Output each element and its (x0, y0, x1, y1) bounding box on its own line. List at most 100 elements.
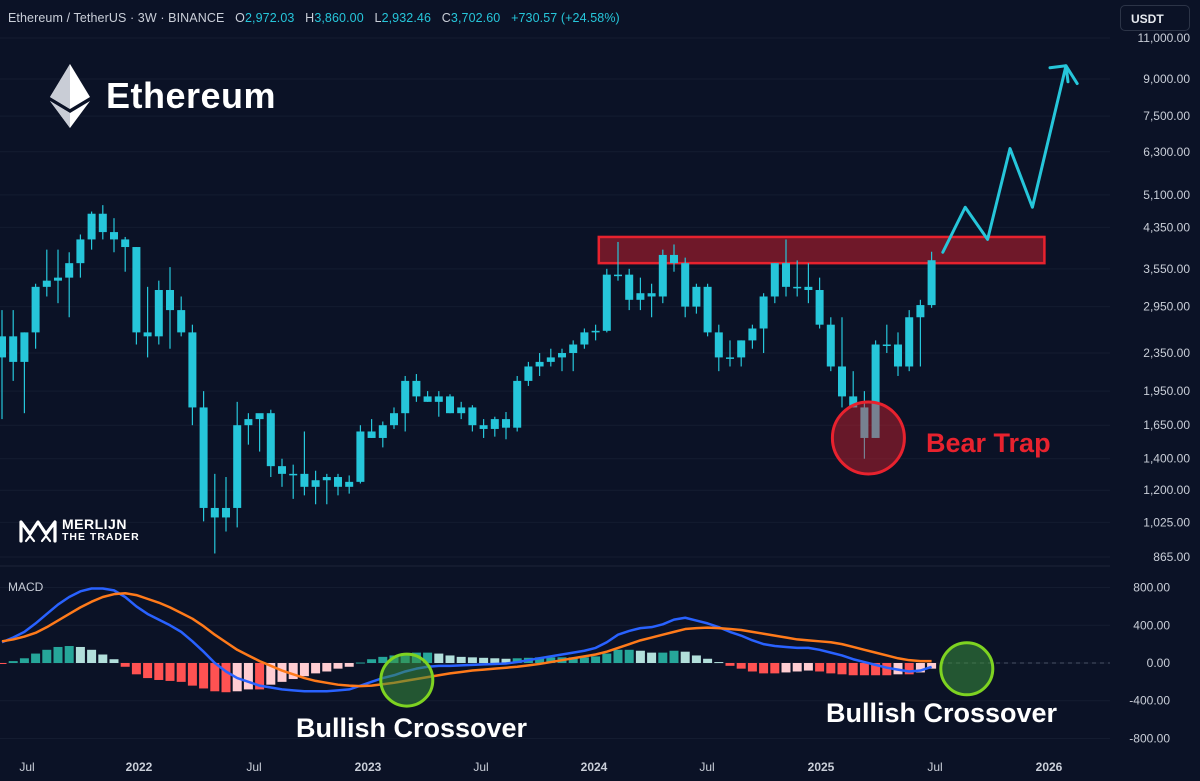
projection-path (941, 64, 1079, 254)
candle-body (166, 290, 174, 311)
macd-lines (1, 587, 932, 693)
candle-body (210, 507, 219, 518)
time-tick-label: Jul (246, 760, 261, 774)
macd-histogram-bar (355, 662, 365, 664)
macd-histogram-bar (882, 663, 892, 676)
candle-body (255, 413, 264, 420)
candle-body (804, 286, 813, 291)
time-tick-label: Jul (927, 760, 942, 774)
candle-body (390, 413, 398, 426)
macd-histogram-bar (311, 663, 321, 674)
macd-histogram-bar (378, 656, 388, 663)
candle-body (311, 480, 320, 487)
time-tick-label: Jul (19, 760, 34, 774)
candle-body (826, 324, 835, 367)
candle-body (479, 425, 488, 429)
candle-body (927, 260, 936, 306)
macd-histogram-bar (187, 663, 197, 686)
candle-body (692, 286, 701, 307)
macd-histogram-bar (434, 653, 444, 663)
macd-histogram-bar (613, 649, 623, 663)
macd-histogram-bar (423, 652, 433, 663)
candle-body (110, 232, 118, 240)
macd-axis[interactable]: 800.00 400.00 0.00 -400.00 -800.00 (1129, 581, 1170, 746)
macd-histogram-bar (199, 663, 209, 689)
macd-histogram-bar (277, 663, 287, 682)
bear-trap-circle (830, 400, 906, 476)
projection-arrowhead (1048, 64, 1070, 84)
candle-body (199, 407, 208, 508)
grid-lines (0, 37, 1110, 739)
macd-histogram-bar (591, 656, 601, 663)
candle-body (434, 396, 443, 402)
price-tick-label: 7,500.00 (1143, 109, 1190, 123)
macd-histogram-bar (131, 663, 141, 675)
candle-body (188, 332, 197, 408)
candle-body (468, 407, 477, 426)
macd-histogram-bar (759, 663, 769, 674)
macd-histogram-bar (87, 649, 97, 663)
macd-histogram-bar (747, 663, 757, 672)
macd-histogram-bar (120, 663, 130, 667)
macd-histogram-bar (837, 663, 847, 675)
currency-button[interactable]: USDT (1120, 5, 1190, 31)
time-tick-label: Jul (699, 760, 714, 774)
candle-series (0, 205, 936, 554)
macd-histogram-bar (490, 658, 500, 663)
candle-body (748, 328, 757, 341)
crossover-circle-2 (939, 641, 995, 697)
macd-histogram-bar (42, 649, 52, 663)
macd-histogram-bar (904, 663, 914, 675)
macd-histogram-bar (635, 650, 645, 663)
candle-body (154, 290, 163, 337)
macd-histogram-bar (8, 661, 18, 663)
candle-body (401, 380, 410, 414)
macd-histogram-bar (792, 663, 802, 672)
candle-body (490, 419, 499, 429)
candle-body (300, 473, 309, 487)
macd-histogram-bar (915, 663, 925, 673)
macd-histogram-bar (210, 663, 220, 692)
candle-body (31, 286, 40, 333)
candle-body (871, 344, 880, 438)
time-tick-label: 2026 (1036, 760, 1063, 774)
candle-body (87, 213, 96, 240)
macd-histogram-bar (154, 663, 164, 680)
change-value: +730.57 (+24.58%) (511, 11, 620, 25)
signal-line (1, 591, 932, 688)
bullish-crossover-label-2: Bullish Crossover (826, 698, 1058, 728)
ticker-info: Ethereum / TetherUS · 3W · BINANCE O2,97… (8, 11, 620, 25)
price-axis[interactable]: 11,000.00 9,000.00 7,500.00 6,300.00 5,100.0… (1138, 31, 1191, 564)
macd-pane-title: MACD (8, 580, 44, 594)
time-tick-label: 2023 (355, 760, 382, 774)
macd-histogram-bar (781, 663, 791, 673)
time-tick-label: 2024 (581, 760, 608, 774)
macd-histogram-bar (501, 658, 511, 663)
price-tick-label: 2,350.00 (1143, 346, 1190, 360)
bear-trap-label: Bear Trap (926, 428, 1051, 458)
time-axis[interactable]: Jul 2022 Jul 2023 Jul 2024 Jul 2025 Jul 2026 (19, 760, 1062, 774)
candle-body (0, 336, 6, 358)
macd-histogram-bar (859, 663, 869, 676)
macd-histogram-bar (479, 657, 489, 663)
candle-body (670, 254, 678, 264)
macd-histogram-bar (803, 663, 813, 671)
candle-body (625, 274, 634, 300)
macd-histogram-bar (445, 655, 455, 663)
candle-body (838, 366, 846, 397)
candle-body (524, 366, 533, 381)
bullish-crossover-label-1: Bullish Crossover (296, 713, 528, 743)
macd-histogram-bar (0, 663, 7, 664)
candle-body (345, 481, 354, 487)
candle-body (412, 380, 421, 397)
macd-histogram-bar (680, 651, 690, 663)
macd-histogram-bar (669, 650, 679, 663)
macd-histogram-bar (165, 663, 175, 681)
macd-histogram-bar (658, 652, 668, 663)
candle-body (714, 332, 723, 358)
candle-body (121, 239, 130, 248)
candle-body (726, 357, 734, 359)
price-tick-label: 865.00 (1153, 550, 1190, 564)
macd-histogram-bar (64, 646, 74, 663)
